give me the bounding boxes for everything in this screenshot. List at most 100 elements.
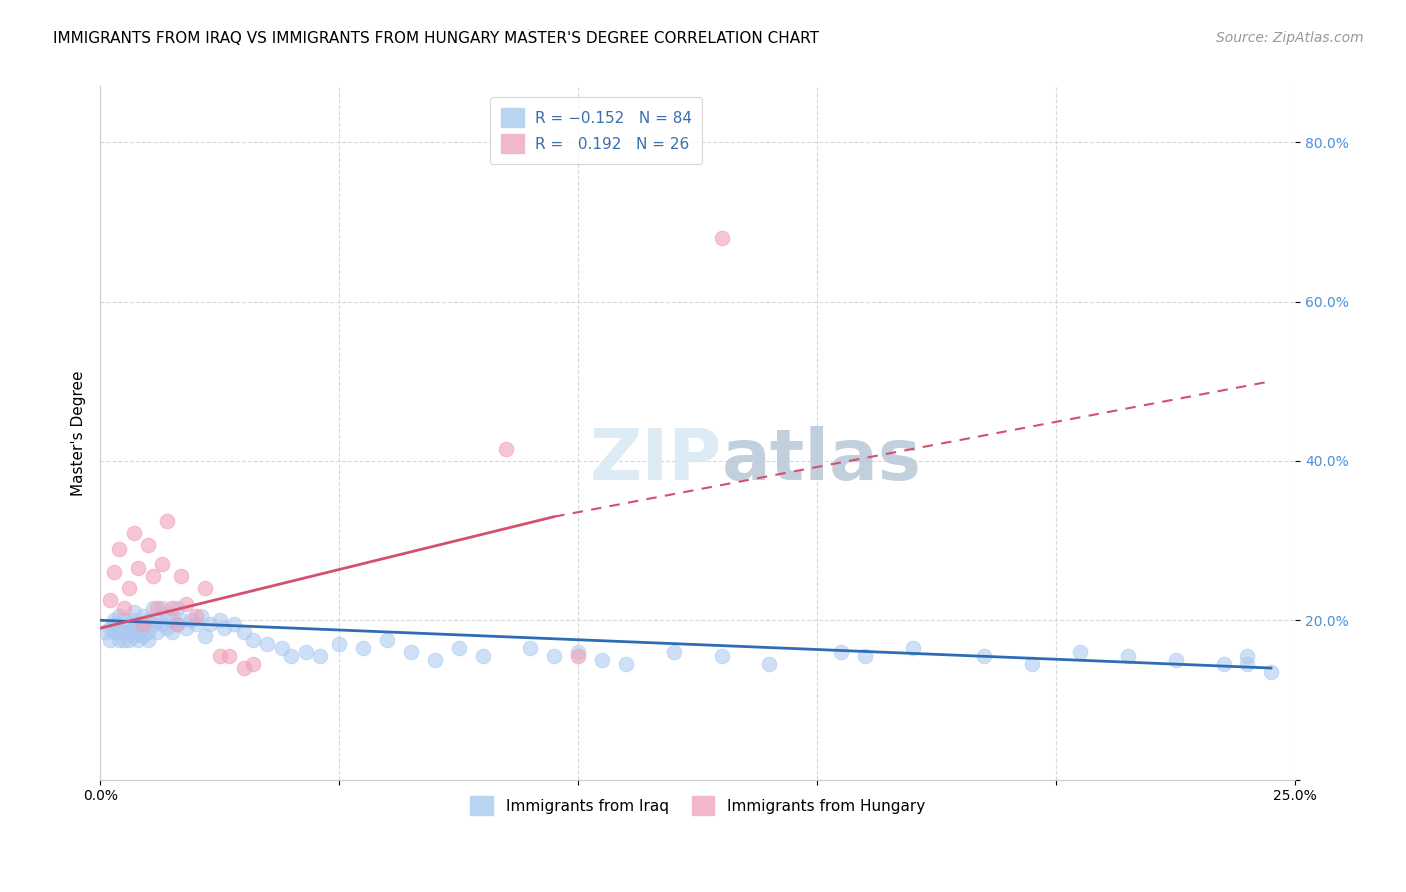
Point xyxy=(232,625,254,640)
Point xyxy=(166,601,188,615)
Text: atlas: atlas xyxy=(721,426,921,495)
Point xyxy=(127,561,149,575)
Point xyxy=(127,633,149,648)
Point xyxy=(1116,649,1139,664)
Point xyxy=(184,617,207,632)
Point xyxy=(218,649,240,664)
Point xyxy=(150,558,173,572)
Point xyxy=(103,625,125,640)
Point xyxy=(170,613,193,627)
Point xyxy=(1260,665,1282,679)
Point xyxy=(118,625,141,640)
Point xyxy=(399,645,422,659)
Point xyxy=(160,613,183,627)
Point xyxy=(973,649,995,664)
Point xyxy=(614,657,637,671)
Point xyxy=(108,541,131,556)
Point xyxy=(108,609,131,624)
Point xyxy=(423,653,446,667)
Point xyxy=(375,633,398,648)
Point xyxy=(471,649,494,664)
Point xyxy=(352,641,374,656)
Point xyxy=(142,569,165,583)
Point xyxy=(567,649,589,664)
Point xyxy=(190,609,212,624)
Point xyxy=(118,617,141,632)
Point xyxy=(901,641,924,656)
Point xyxy=(270,641,292,656)
Point xyxy=(122,605,145,619)
Point xyxy=(136,625,159,640)
Point xyxy=(198,617,221,632)
Point xyxy=(103,613,125,627)
Point xyxy=(108,633,131,648)
Point xyxy=(122,629,145,643)
Point xyxy=(103,566,125,580)
Point xyxy=(222,617,245,632)
Point xyxy=(118,582,141,596)
Point xyxy=(180,613,202,627)
Point xyxy=(170,569,193,583)
Point xyxy=(132,609,155,624)
Point xyxy=(208,649,231,664)
Point xyxy=(146,625,169,640)
Point xyxy=(108,625,131,640)
Point xyxy=(132,621,155,635)
Point xyxy=(103,617,125,632)
Legend: Immigrants from Iraq, Immigrants from Hungary: Immigrants from Iraq, Immigrants from Hu… xyxy=(461,787,934,824)
Point xyxy=(232,661,254,675)
Point xyxy=(118,633,141,648)
Point xyxy=(519,641,541,656)
Point xyxy=(160,625,183,640)
Text: Source: ZipAtlas.com: Source: ZipAtlas.com xyxy=(1216,31,1364,45)
Point xyxy=(160,601,183,615)
Point xyxy=(142,617,165,632)
Point xyxy=(294,645,316,659)
Point xyxy=(328,637,350,651)
Point xyxy=(447,641,470,656)
Point xyxy=(136,537,159,551)
Point xyxy=(184,609,207,624)
Point xyxy=(1069,645,1091,659)
Point xyxy=(146,613,169,627)
Point xyxy=(146,601,169,615)
Point xyxy=(1236,657,1258,671)
Point xyxy=(208,613,231,627)
Point xyxy=(1236,649,1258,664)
Point xyxy=(1164,653,1187,667)
Point xyxy=(122,525,145,540)
Point xyxy=(132,629,155,643)
Point xyxy=(853,649,876,664)
Point xyxy=(194,629,217,643)
Point xyxy=(98,621,121,635)
Point xyxy=(112,625,135,640)
Point xyxy=(280,649,302,664)
Point xyxy=(122,613,145,627)
Point xyxy=(142,601,165,615)
Point xyxy=(156,621,179,635)
Point xyxy=(127,625,149,640)
Point xyxy=(166,617,188,632)
Point xyxy=(136,633,159,648)
Point xyxy=(710,231,733,245)
Point xyxy=(309,649,332,664)
Point xyxy=(662,645,685,659)
Point xyxy=(174,597,197,611)
Point xyxy=(242,633,264,648)
Point xyxy=(98,633,121,648)
Point xyxy=(127,617,149,632)
Text: ZIP: ZIP xyxy=(589,426,721,495)
Text: IMMIGRANTS FROM IRAQ VS IMMIGRANTS FROM HUNGARY MASTER'S DEGREE CORRELATION CHAR: IMMIGRANTS FROM IRAQ VS IMMIGRANTS FROM … xyxy=(53,31,820,46)
Point xyxy=(94,625,117,640)
Point xyxy=(174,621,197,635)
Point xyxy=(256,637,278,651)
Point xyxy=(122,621,145,635)
Point xyxy=(543,649,565,664)
Point xyxy=(1021,657,1043,671)
Point xyxy=(156,609,179,624)
Point xyxy=(166,617,188,632)
Point xyxy=(112,613,135,627)
Point xyxy=(194,582,217,596)
Point xyxy=(156,514,179,528)
Y-axis label: Master's Degree: Master's Degree xyxy=(72,370,86,496)
